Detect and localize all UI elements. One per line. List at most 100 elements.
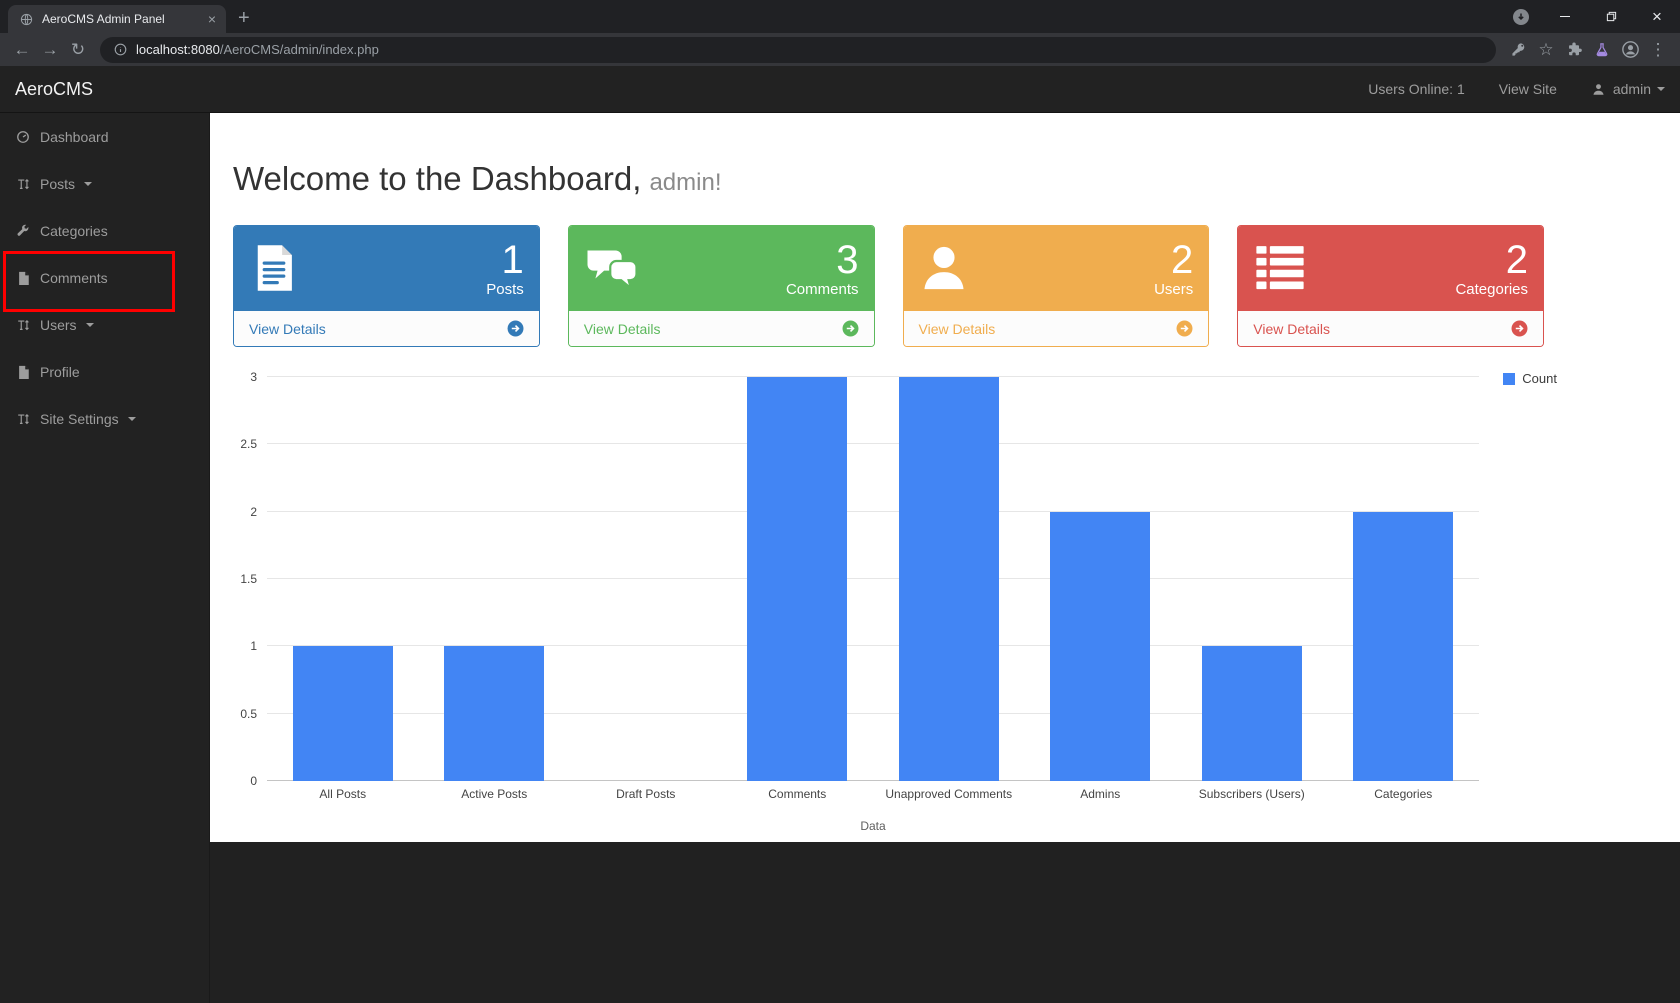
profile-avatar-icon[interactable]	[1616, 36, 1644, 64]
admin-label: admin	[1612, 81, 1651, 97]
admin-dropdown[interactable]: admin	[1591, 81, 1665, 97]
stat-label: Comments	[785, 280, 859, 298]
back-icon[interactable]: ←	[13, 40, 31, 59]
page-title-user: admin!	[649, 169, 722, 196]
comments-icon	[584, 243, 640, 293]
y-tick-label: 2.5	[240, 437, 257, 452]
x-tick-label: Subscribers (Users)	[1198, 787, 1305, 801]
dashboard-icon	[15, 130, 31, 144]
text-height-icon	[15, 177, 31, 191]
sidebar-item-users[interactable]: Users	[0, 301, 209, 348]
bar-admins	[1050, 511, 1151, 781]
main-content: Welcome to the Dashboard, admin! 1 Posts	[210, 113, 1680, 1003]
stat-card-heading: 3 Comments	[568, 226, 874, 310]
bar-comments	[747, 377, 848, 781]
chrome-update-badge[interactable]	[1500, 8, 1542, 25]
minimize-button[interactable]	[1542, 0, 1588, 33]
navbar-right: Users Online: 1 View Site admin	[1368, 81, 1665, 97]
stat-card-users: 2 Users View Details	[902, 225, 1210, 347]
sidebar-item-profile[interactable]: Profile	[0, 348, 209, 395]
chart-y-axis: 0 0.5 1 1.5 2 2.5 3	[233, 370, 261, 788]
stat-count: 1	[501, 237, 524, 282]
app-navbar: AeroCMS Users Online: 1 View Site admin	[0, 66, 1680, 113]
sidebar-item-site-settings[interactable]: Site Settings	[0, 395, 209, 442]
view-site-link[interactable]: View Site	[1498, 81, 1557, 97]
stat-label: Posts	[486, 280, 524, 298]
x-tick-label: All Posts	[319, 787, 367, 801]
forward-icon[interactable]: →	[41, 40, 59, 59]
page-title: Welcome to the Dashboard, admin!	[233, 160, 722, 197]
favicon-icon	[18, 13, 34, 26]
stat-card-heading: 2 Categories	[1238, 226, 1543, 310]
gridline	[267, 376, 1479, 377]
x-tick-label: Draft Posts	[616, 787, 676, 801]
gridline	[267, 645, 1479, 647]
sidebar-item-label: Users	[40, 316, 77, 333]
caret-down-icon	[127, 416, 136, 421]
stat-count: 2	[1505, 237, 1528, 282]
sidebar-item-categories[interactable]: Categories	[0, 207, 209, 254]
y-tick-label: 1.5	[240, 572, 257, 586]
address-bar[interactable]: localhost:8080/AeroCMS/admin/index.php	[100, 36, 1496, 63]
arrow-circle-right-icon	[507, 320, 524, 337]
bookmark-star-icon[interactable]: ☆	[1538, 40, 1554, 59]
arrow-circle-right-icon	[842, 320, 859, 337]
key-icon[interactable]	[1504, 36, 1532, 64]
sidebar-item-label: Profile	[40, 363, 80, 380]
wrench-icon	[15, 224, 31, 238]
sidebar-item-comments[interactable]: Comments	[0, 254, 209, 301]
news-icon	[249, 242, 299, 294]
caret-down-icon	[84, 181, 93, 186]
sidebar-item-posts[interactable]: Posts	[0, 160, 209, 207]
caret-down-icon	[1657, 87, 1665, 91]
brand-logo[interactable]: AeroCMS	[15, 78, 94, 99]
info-icon[interactable]	[112, 43, 128, 56]
stat-cards-row: 1 Posts View Details	[233, 225, 1544, 347]
dashboard-bar-chart: Count 0 0.5 1 1.5 2 2.5 3 All Posts Active Post…	[233, 361, 1657, 842]
arrow-circle-right-icon	[1176, 320, 1193, 337]
menu-dots-icon[interactable]: ⋮	[1649, 40, 1667, 59]
user-icon	[1591, 83, 1607, 96]
extensions-puzzle-icon[interactable]	[1560, 36, 1588, 64]
gridline	[267, 443, 1479, 445]
reload-icon[interactable]: ↻	[70, 40, 86, 59]
view-details-link[interactable]: View Details	[234, 310, 539, 346]
view-details-link[interactable]: View Details	[903, 310, 1209, 346]
x-tick-label: Categories	[1374, 787, 1433, 801]
y-tick-label: 1	[250, 639, 257, 654]
y-tick-label: 0.5	[240, 706, 257, 721]
view-details-link[interactable]: View Details	[1238, 310, 1543, 346]
sidebar-item-dashboard[interactable]: Dashboard	[0, 113, 209, 160]
stat-label: Categories	[1455, 280, 1528, 298]
gridline	[267, 578, 1479, 579]
gridline	[267, 712, 1479, 714]
new-tab-button[interactable]: +	[238, 7, 250, 29]
tab-title: AeroCMS Admin Panel	[42, 12, 165, 26]
sidebar-item-label: Categories	[40, 222, 108, 239]
tab-close-icon[interactable]: ×	[207, 11, 216, 27]
users-online-label: Users Online: 1	[1368, 81, 1465, 97]
list-icon	[1253, 243, 1307, 293]
bar-subscribers-users-	[1201, 646, 1302, 781]
browser-tab[interactable]: AeroCMS Admin Panel ×	[8, 5, 226, 33]
chart-plot	[267, 376, 1479, 781]
close-button[interactable]: ×	[1652, 7, 1662, 26]
file-icon	[15, 365, 31, 379]
bar-categories	[1353, 511, 1454, 781]
stat-count: 3	[836, 237, 859, 282]
restore-button[interactable]	[1588, 0, 1634, 33]
browser-toolbar: ← → ↻ localhost:8080/AeroCMS/admin/index…	[0, 33, 1680, 66]
extension-flask-icon[interactable]	[1588, 36, 1616, 64]
app-body: Dashboard Posts Categories Comments	[0, 113, 1680, 1003]
content-panel: Welcome to the Dashboard, admin! 1 Posts	[210, 113, 1680, 842]
sidebar-item-label: Posts	[40, 175, 76, 192]
legend-swatch	[1503, 372, 1516, 385]
view-details-link[interactable]: View Details	[568, 310, 874, 346]
stat-count: 2	[1171, 237, 1194, 282]
x-tick-label: Unapproved Comments	[885, 787, 1013, 801]
url-path: /AeroCMS/admin/index.php	[219, 42, 379, 57]
stat-label: Users	[1154, 280, 1194, 298]
url-host: localhost:8080	[136, 42, 220, 57]
sidebar-item-label: Site Settings	[40, 410, 119, 427]
